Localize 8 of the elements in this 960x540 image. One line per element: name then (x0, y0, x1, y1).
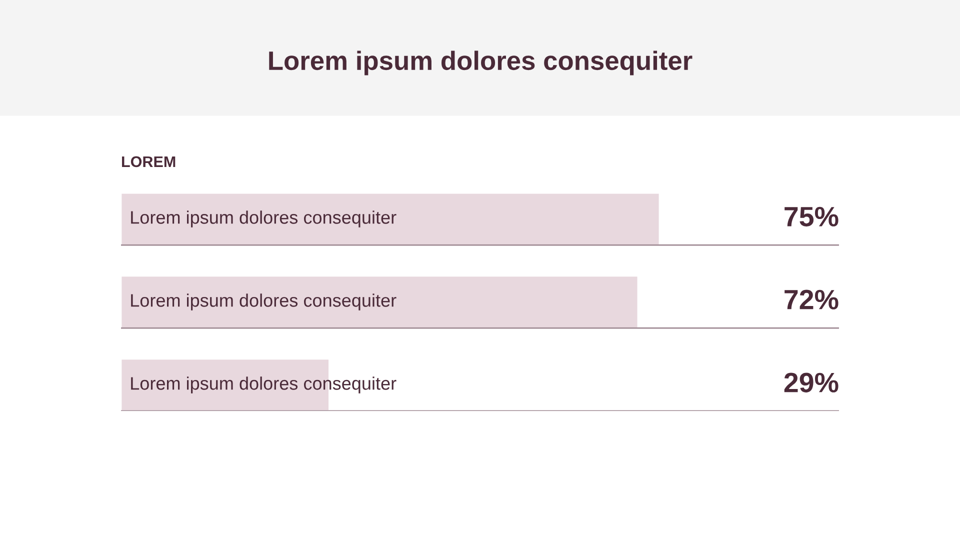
chart-title: Lorem ipsum dolores consequiter (269, 50, 692, 76)
y-tick-label: Lorem ipsum dolores consequiter (131, 210, 396, 228)
y-tick-label: Lorem ipsum dolores consequiter (131, 376, 396, 394)
data-label: 75% (784, 206, 838, 226)
data-label: 72% (784, 290, 838, 310)
chart-subtitle: LOREM (122, 156, 176, 168)
y-tick-label: Lorem ipsum dolores consequiter (131, 294, 396, 310)
data-label: 29% (784, 372, 838, 392)
